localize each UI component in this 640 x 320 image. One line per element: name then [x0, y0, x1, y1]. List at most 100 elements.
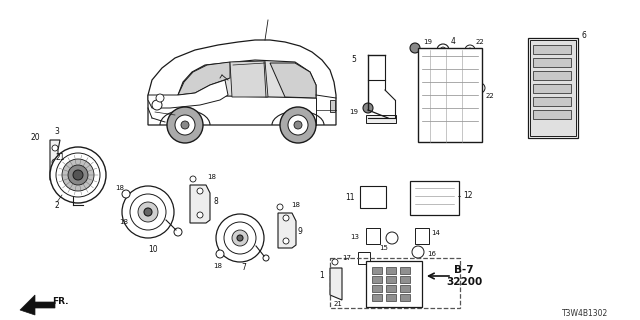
Circle shape: [332, 259, 338, 265]
Bar: [533, 45, 571, 54]
Circle shape: [68, 165, 88, 185]
Circle shape: [197, 188, 203, 194]
Text: 18: 18: [120, 219, 129, 225]
Text: FR.: FR.: [52, 298, 68, 307]
Polygon shape: [278, 213, 296, 248]
Circle shape: [237, 235, 243, 241]
Bar: [400, 267, 410, 274]
Polygon shape: [178, 60, 316, 98]
Text: 21: 21: [333, 301, 342, 307]
Polygon shape: [50, 140, 72, 185]
Circle shape: [288, 115, 308, 135]
Circle shape: [122, 190, 130, 198]
Circle shape: [412, 246, 424, 258]
Text: 12: 12: [463, 191, 473, 201]
Text: 3: 3: [54, 127, 60, 137]
Circle shape: [363, 103, 373, 113]
Text: 11: 11: [345, 194, 355, 203]
Circle shape: [475, 83, 485, 93]
Bar: [366, 228, 380, 244]
Bar: [533, 97, 571, 106]
Circle shape: [56, 153, 100, 197]
Text: 32200: 32200: [446, 277, 482, 287]
Text: 18: 18: [207, 174, 216, 180]
Polygon shape: [148, 80, 228, 108]
Text: T3W4B1302: T3W4B1302: [562, 308, 608, 317]
Circle shape: [277, 204, 283, 210]
Polygon shape: [270, 63, 316, 98]
Circle shape: [174, 228, 182, 236]
Text: 5: 5: [351, 55, 356, 65]
Text: 20: 20: [30, 132, 40, 141]
Circle shape: [175, 115, 195, 135]
Circle shape: [216, 250, 224, 258]
Text: 22: 22: [486, 93, 494, 99]
Circle shape: [73, 170, 83, 180]
Text: 18: 18: [115, 185, 125, 191]
Bar: [372, 276, 382, 283]
Text: 13: 13: [351, 234, 360, 240]
Bar: [530, 40, 576, 136]
Circle shape: [52, 159, 58, 165]
Bar: [410, 181, 459, 215]
Bar: [358, 252, 370, 264]
Text: 4: 4: [451, 37, 456, 46]
Text: 8: 8: [214, 196, 218, 205]
Text: 19: 19: [349, 109, 358, 115]
Bar: [372, 294, 382, 301]
Circle shape: [52, 145, 58, 151]
Text: 7: 7: [241, 263, 246, 273]
Circle shape: [181, 121, 189, 129]
Bar: [415, 228, 429, 244]
Bar: [366, 115, 396, 123]
Bar: [386, 294, 396, 301]
Text: 18: 18: [291, 202, 301, 208]
Bar: [386, 267, 396, 274]
Circle shape: [224, 222, 256, 254]
Text: 10: 10: [148, 245, 158, 254]
Circle shape: [232, 230, 248, 246]
Text: 2: 2: [54, 201, 60, 210]
Bar: [400, 285, 410, 292]
Text: 21: 21: [55, 153, 65, 162]
Circle shape: [468, 48, 472, 52]
Circle shape: [144, 208, 152, 216]
Circle shape: [263, 255, 269, 261]
Bar: [400, 276, 410, 283]
Text: 22: 22: [476, 39, 484, 45]
Text: 9: 9: [298, 227, 303, 236]
Bar: [386, 276, 396, 283]
Circle shape: [62, 159, 94, 191]
Circle shape: [156, 94, 164, 102]
Polygon shape: [230, 61, 268, 97]
Circle shape: [190, 176, 196, 182]
Text: 19: 19: [424, 39, 433, 45]
Bar: [366, 261, 422, 307]
Polygon shape: [148, 40, 336, 125]
Polygon shape: [190, 185, 210, 223]
Circle shape: [283, 238, 289, 244]
Bar: [360, 186, 386, 208]
Text: 16: 16: [428, 251, 436, 257]
Text: 1: 1: [319, 270, 324, 279]
Circle shape: [130, 194, 166, 230]
Circle shape: [52, 169, 58, 175]
Bar: [386, 285, 396, 292]
Circle shape: [138, 202, 158, 222]
Circle shape: [465, 45, 475, 55]
Bar: [330, 100, 335, 112]
Polygon shape: [178, 62, 230, 95]
Circle shape: [122, 186, 174, 238]
Circle shape: [440, 47, 446, 53]
Circle shape: [197, 212, 203, 218]
Bar: [418, 48, 482, 142]
Text: 14: 14: [431, 230, 440, 236]
Circle shape: [152, 100, 162, 110]
Circle shape: [410, 43, 420, 53]
Bar: [412, 183, 457, 213]
Bar: [533, 58, 571, 67]
Text: 17: 17: [342, 255, 351, 261]
Circle shape: [478, 86, 482, 90]
Bar: [400, 294, 410, 301]
Circle shape: [167, 107, 203, 143]
